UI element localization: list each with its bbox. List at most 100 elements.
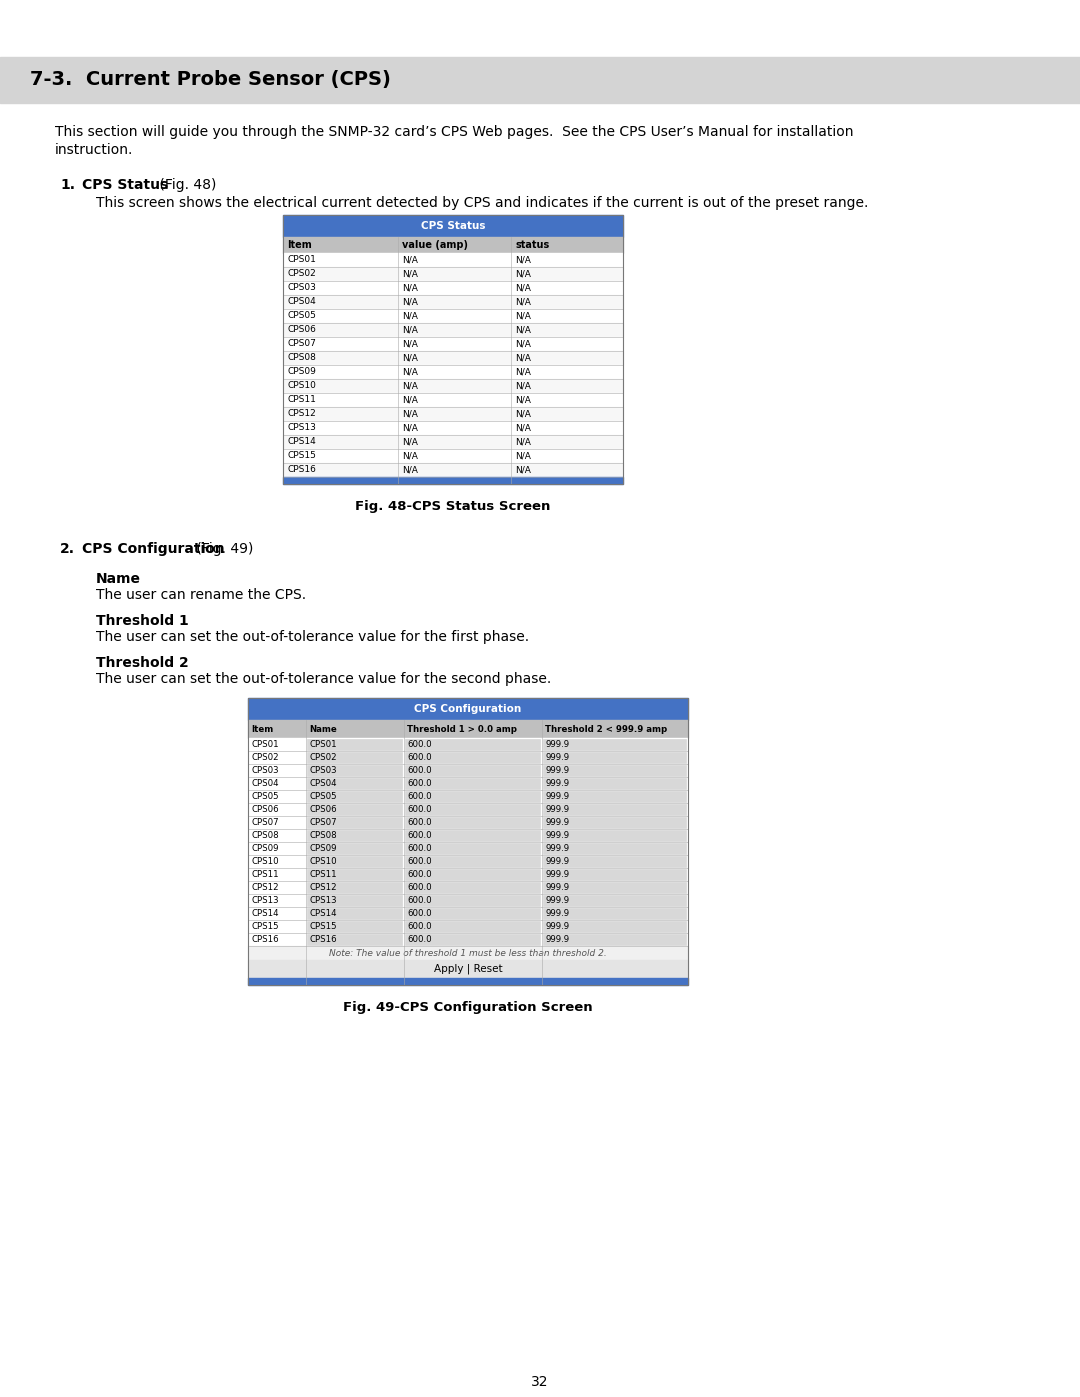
Text: CPS08: CPS08	[309, 831, 337, 840]
Text: CPS11: CPS11	[287, 395, 315, 405]
Text: N/A: N/A	[402, 256, 418, 264]
Text: N/A: N/A	[402, 409, 418, 419]
Bar	[543, 791, 686, 802]
Text: 999.9: 999.9	[545, 895, 569, 905]
Bar	[307, 842, 402, 854]
Bar	[307, 882, 402, 893]
Bar	[283, 337, 623, 351]
Text: CPS11: CPS11	[251, 870, 279, 879]
Text: CPS10: CPS10	[287, 381, 315, 391]
Text: CPS04: CPS04	[309, 780, 337, 788]
Bar	[248, 698, 688, 719]
Bar	[405, 869, 540, 880]
Bar	[283, 253, 623, 267]
Text: CPS09: CPS09	[251, 844, 279, 854]
Text: CPS12: CPS12	[309, 883, 337, 893]
Text: 999.9: 999.9	[545, 856, 569, 866]
Bar	[0, 57, 1080, 103]
Text: CPS13: CPS13	[287, 423, 315, 433]
Text: CPS11: CPS11	[309, 870, 337, 879]
Text: CPS01: CPS01	[309, 740, 337, 749]
Text: 600.0: 600.0	[407, 883, 432, 893]
Bar	[543, 830, 686, 841]
Bar	[307, 869, 402, 880]
Text: Note: The value of threshold 1 must be less than threshold 2.: Note: The value of threshold 1 must be l…	[329, 949, 607, 957]
Bar	[543, 856, 686, 868]
Text: CPS05: CPS05	[309, 792, 337, 800]
Bar	[543, 766, 686, 775]
Bar	[405, 830, 540, 841]
Text: 7-3.  Current Probe Sensor (CPS): 7-3. Current Probe Sensor (CPS)	[30, 70, 391, 89]
Text: This section will guide you through the SNMP-32 card’s CPS Web pages.  See the C: This section will guide you through the …	[55, 124, 853, 138]
Text: 1.: 1.	[60, 177, 75, 191]
Text: CPS13: CPS13	[251, 895, 279, 905]
Text: N/A: N/A	[515, 367, 531, 377]
Text: CPS07: CPS07	[251, 819, 279, 827]
Bar	[283, 267, 623, 281]
Bar	[543, 739, 686, 750]
Text: CPS Configuration: CPS Configuration	[415, 704, 522, 714]
Text: N/A: N/A	[515, 270, 531, 278]
Text: 999.9: 999.9	[545, 844, 569, 854]
Text: N/A: N/A	[515, 312, 531, 320]
Text: N/A: N/A	[515, 409, 531, 419]
Text: N/A: N/A	[515, 339, 531, 348]
Text: 999.9: 999.9	[545, 935, 569, 944]
Text: CPS03: CPS03	[309, 766, 337, 775]
Text: 600.0: 600.0	[407, 766, 432, 775]
Text: 999.9: 999.9	[545, 831, 569, 840]
Text: 600.0: 600.0	[407, 805, 432, 814]
Bar	[405, 856, 540, 868]
Bar	[543, 882, 686, 893]
Bar	[543, 935, 686, 944]
Bar	[543, 842, 686, 854]
Text: CPS08: CPS08	[251, 831, 279, 840]
Bar	[307, 830, 402, 841]
Text: CPS01: CPS01	[287, 256, 315, 264]
Bar	[543, 921, 686, 932]
Bar	[283, 448, 623, 462]
Bar	[405, 752, 540, 763]
Text: N/A: N/A	[402, 437, 418, 447]
Text: CPS02: CPS02	[309, 753, 337, 761]
Bar	[248, 752, 688, 764]
Text: 999.9: 999.9	[545, 740, 569, 749]
Text: 600.0: 600.0	[407, 870, 432, 879]
Text: N/A: N/A	[402, 451, 418, 461]
Text: (Fig. 48): (Fig. 48)	[156, 177, 216, 191]
Bar	[307, 856, 402, 868]
Text: CPS15: CPS15	[309, 922, 337, 930]
Text: 600.0: 600.0	[407, 935, 432, 944]
Bar	[248, 789, 688, 803]
Text: CPS03: CPS03	[287, 284, 315, 292]
Text: Threshold 1 > 0.0 amp: Threshold 1 > 0.0 amp	[407, 725, 517, 733]
Text: CPS12: CPS12	[251, 883, 279, 893]
Text: Threshold 1: Threshold 1	[96, 615, 189, 629]
Bar	[405, 739, 540, 750]
Text: 999.9: 999.9	[545, 819, 569, 827]
Text: N/A: N/A	[515, 395, 531, 405]
Text: Apply | Reset: Apply | Reset	[434, 964, 502, 974]
Bar	[283, 379, 623, 393]
Bar	[248, 738, 688, 752]
Text: N/A: N/A	[515, 423, 531, 433]
Bar	[543, 817, 686, 828]
Bar	[405, 921, 540, 932]
Bar	[405, 805, 540, 814]
Text: The user can set the out-of-tolerance value for the second phase.: The user can set the out-of-tolerance va…	[96, 672, 551, 686]
Bar	[307, 766, 402, 775]
Text: N/A: N/A	[402, 395, 418, 405]
Text: 600.0: 600.0	[407, 909, 432, 918]
Text: Threshold 2 < 999.9 amp: Threshold 2 < 999.9 amp	[545, 725, 667, 733]
Bar	[307, 921, 402, 932]
Bar	[248, 698, 688, 985]
Text: CPS05: CPS05	[251, 792, 279, 800]
Bar	[405, 817, 540, 828]
Text: N/A: N/A	[402, 339, 418, 348]
Text: 600.0: 600.0	[407, 922, 432, 930]
Text: 600.0: 600.0	[407, 831, 432, 840]
Bar	[307, 895, 402, 907]
Bar	[543, 805, 686, 814]
Text: CPS16: CPS16	[309, 935, 337, 944]
Bar	[283, 420, 623, 434]
